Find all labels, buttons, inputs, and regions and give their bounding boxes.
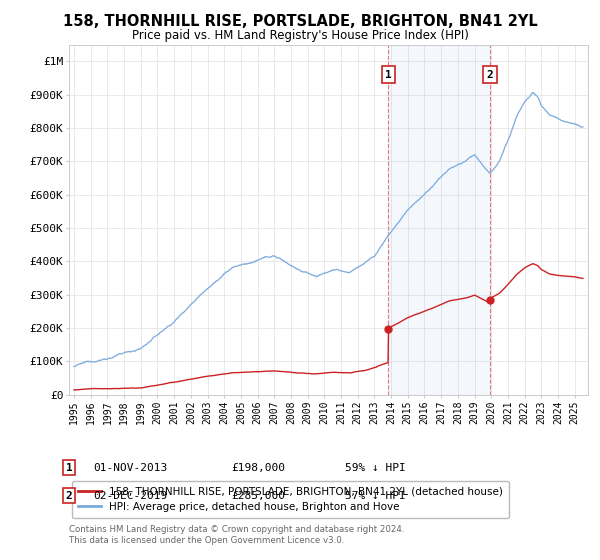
Legend: 158, THORNHILL RISE, PORTSLADE, BRIGHTON, BN41 2YL (detached house), HPI: Averag: 158, THORNHILL RISE, PORTSLADE, BRIGHTON…	[71, 480, 509, 518]
Text: 01-NOV-2013: 01-NOV-2013	[93, 463, 167, 473]
Text: £285,000: £285,000	[231, 491, 285, 501]
Text: £198,000: £198,000	[231, 463, 285, 473]
Bar	[388, 45, 490, 395]
Text: 57% ↓ HPI: 57% ↓ HPI	[345, 491, 406, 501]
Text: 1: 1	[385, 70, 392, 80]
Text: Contains HM Land Registry data © Crown copyright and database right 2024.
This d: Contains HM Land Registry data © Crown c…	[69, 525, 404, 545]
Text: 2: 2	[65, 491, 73, 501]
Text: Price paid vs. HM Land Registry's House Price Index (HPI): Price paid vs. HM Land Registry's House …	[131, 29, 469, 42]
Text: 02-DEC-2019: 02-DEC-2019	[93, 491, 167, 501]
Text: 2: 2	[487, 70, 493, 80]
Text: 1: 1	[65, 463, 73, 473]
Text: 158, THORNHILL RISE, PORTSLADE, BRIGHTON, BN41 2YL: 158, THORNHILL RISE, PORTSLADE, BRIGHTON…	[62, 14, 538, 29]
Text: 59% ↓ HPI: 59% ↓ HPI	[345, 463, 406, 473]
